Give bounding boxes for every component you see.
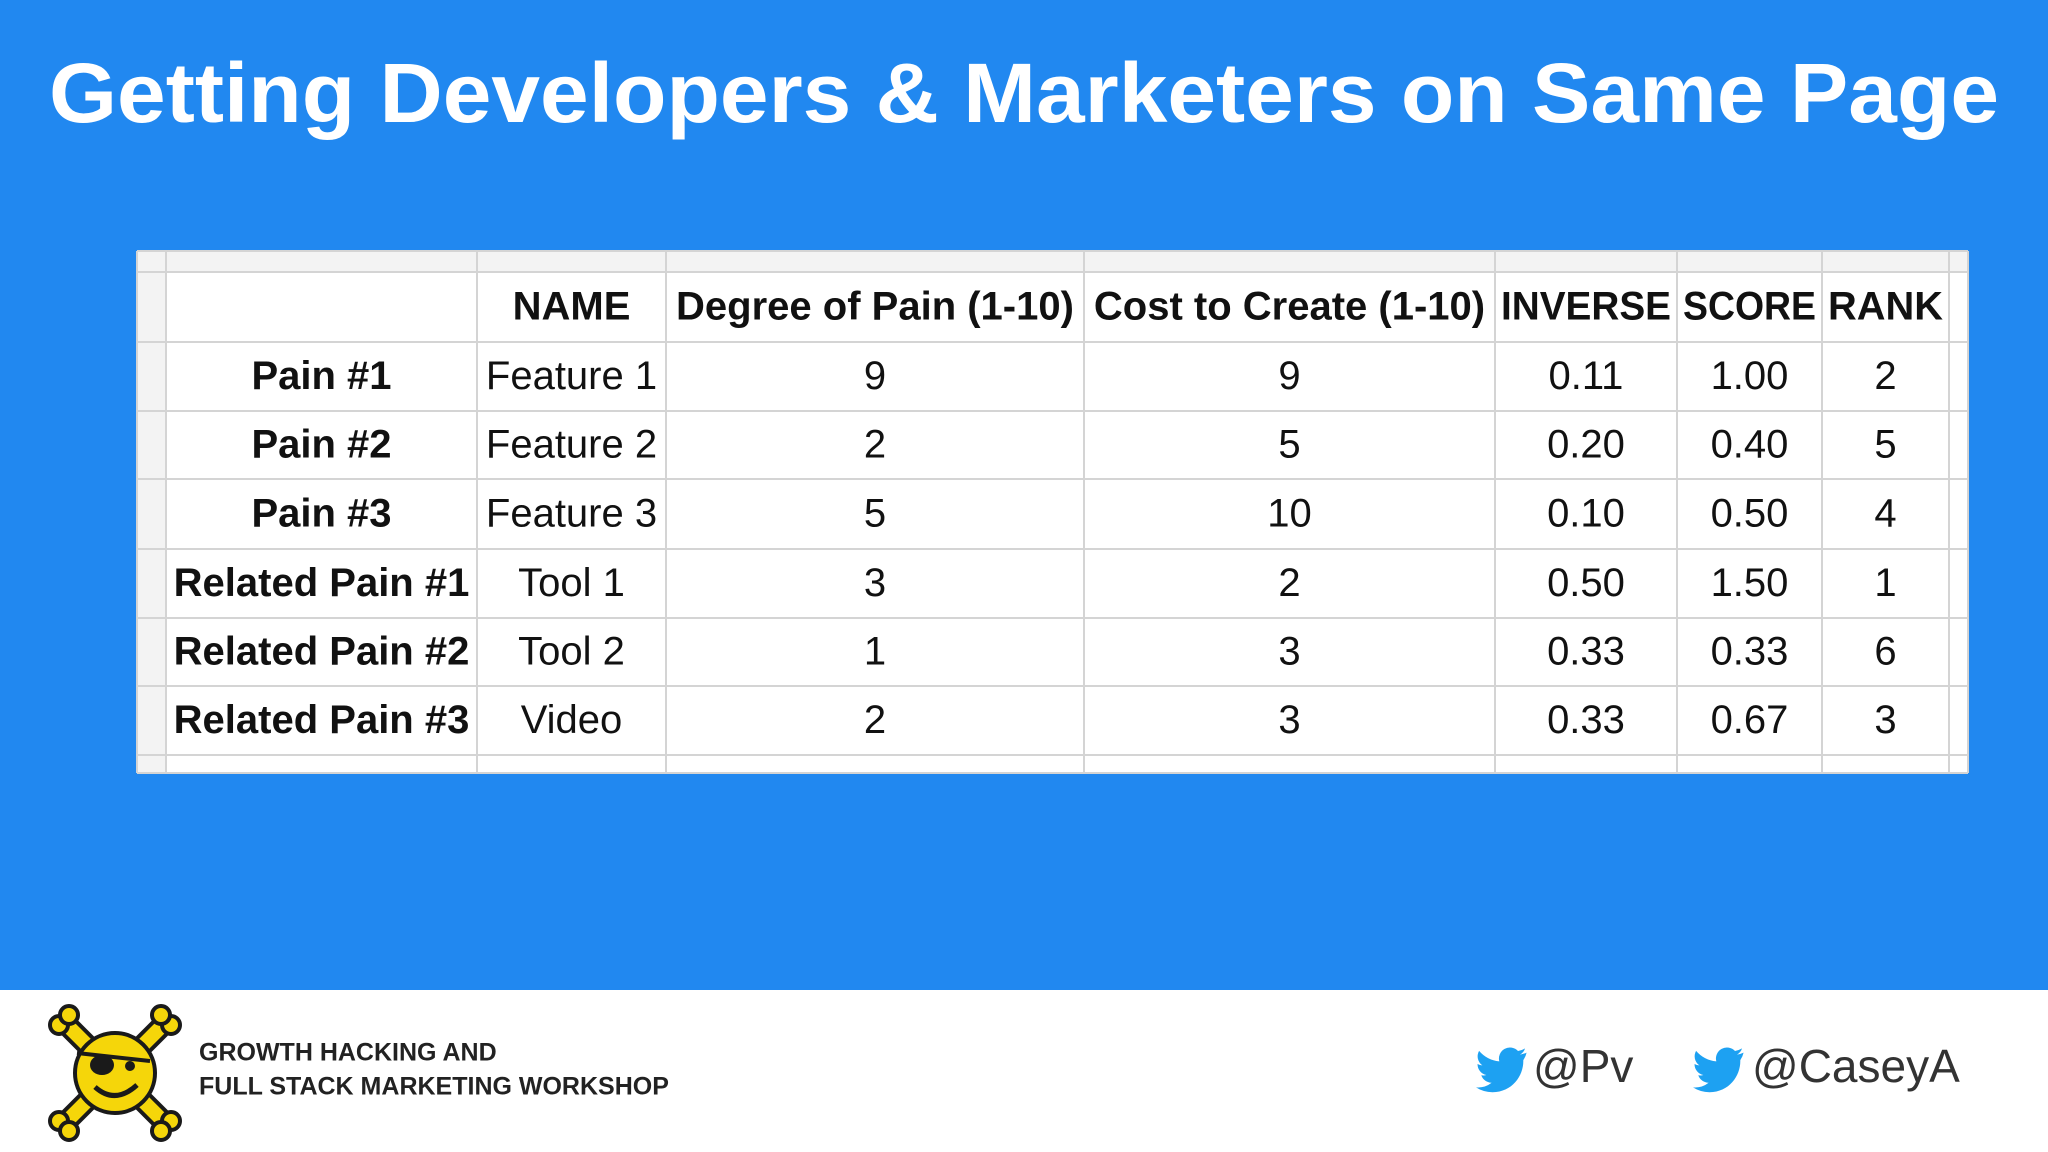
cell: 2: [1278, 561, 1300, 605]
cell: 3: [864, 561, 886, 605]
cell: Video: [521, 698, 623, 742]
cell: 2: [864, 698, 886, 742]
row-label: Pain #1: [251, 354, 391, 398]
cell: 0.20: [1547, 423, 1625, 467]
sheet-background: [137, 251, 1968, 773]
cell: 10: [1267, 492, 1312, 536]
twitter-handle: @CaseyA: [1752, 1040, 1960, 1092]
cell: Feature 1: [486, 354, 657, 398]
workshop-line: FULL STACK MARKETING WORKSHOP: [199, 1073, 669, 1101]
cell: 1: [864, 630, 886, 674]
twitter-handle: @Pv: [1533, 1040, 1633, 1092]
cell: 5: [1874, 423, 1896, 467]
cell: Tool 1: [518, 561, 625, 605]
column-header: NAME: [513, 285, 631, 329]
cell: 0.50: [1711, 492, 1789, 536]
cell: 1: [1874, 561, 1896, 605]
cell: 9: [864, 354, 886, 398]
row-label: Pain #3: [251, 492, 391, 536]
column-header: Cost to Create (1-10): [1094, 285, 1485, 329]
cell: 2: [1874, 354, 1896, 398]
column-header: INVERSE: [1501, 285, 1671, 329]
logo: [48, 1004, 182, 1142]
cell: 0.67: [1711, 698, 1789, 742]
column-header: Degree of Pain (1-10): [676, 285, 1074, 329]
cell: 0.10: [1547, 492, 1625, 536]
cell: 2: [864, 423, 886, 467]
row-label: Related Pain #3: [174, 698, 470, 742]
slide-title: Getting Developers & Marketers on Same P…: [49, 46, 1999, 140]
spreadsheet: NAME Degree of Pain (1-10) Cost to Create …: [136, 250, 1969, 774]
cell: Feature 2: [486, 423, 657, 467]
cell: 9: [1278, 354, 1300, 398]
cell: 3: [1874, 698, 1896, 742]
cell: 3: [1278, 630, 1300, 674]
cell: 0.40: [1711, 423, 1789, 467]
row-label: Related Pain #1: [174, 561, 470, 605]
twitter-icon: [1693, 1047, 1744, 1093]
workshop-line: GROWTH HACKING AND: [199, 1039, 497, 1067]
cell: 5: [1278, 423, 1300, 467]
sheet-row-header: [137, 251, 166, 773]
sheet-column-header: [137, 251, 1968, 272]
cell: 5: [864, 492, 886, 536]
twitter-icon: [1476, 1047, 1527, 1093]
cell: 3: [1278, 698, 1300, 742]
cell: 1.00: [1711, 354, 1789, 398]
cell: 0.11: [1549, 354, 1624, 398]
cell: 0.33: [1547, 630, 1625, 674]
cell: Tool 2: [518, 630, 625, 674]
column-header: RANK: [1828, 285, 1943, 329]
cell: Feature 3: [486, 492, 657, 536]
cell: 0.50: [1547, 561, 1625, 605]
footer-background: [0, 990, 2048, 1152]
column-header: SCORE: [1683, 285, 1816, 329]
row-label: Related Pain #2: [174, 630, 470, 674]
cell: 1.50: [1711, 561, 1789, 605]
cell: 0.33: [1547, 698, 1625, 742]
cell: 0.33: [1711, 630, 1789, 674]
cell: 4: [1874, 492, 1896, 536]
row-label: Pain #2: [251, 423, 391, 467]
cell: 6: [1874, 630, 1896, 674]
